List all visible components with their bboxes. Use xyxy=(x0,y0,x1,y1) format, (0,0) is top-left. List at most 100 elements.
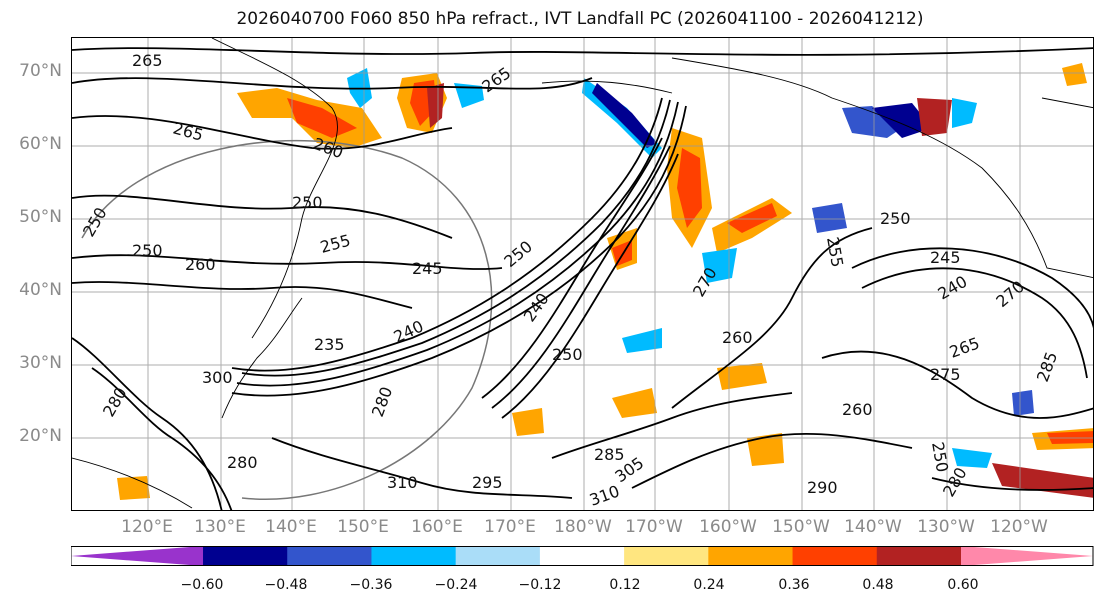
anomaly-patch xyxy=(727,203,777,233)
contour-label: 250 xyxy=(880,209,911,228)
colorbar-tick-label: 0.24 xyxy=(693,577,725,593)
contour-label: 310 xyxy=(387,473,418,492)
colorbar-tick-label: −0.48 xyxy=(264,577,308,593)
lon-label-120e: 120°E xyxy=(121,517,173,537)
contour-label: 250 xyxy=(928,440,952,473)
anomaly-patch xyxy=(812,203,847,233)
anomaly-patch xyxy=(454,83,484,108)
contour-label: 280 xyxy=(227,453,258,472)
contour-label: 300 xyxy=(202,368,233,387)
contour-label: 280 xyxy=(99,384,131,420)
lon-label-170e: 170°E xyxy=(484,517,536,537)
colorbar-bin xyxy=(960,546,1093,566)
lon-label-120w: 120°W xyxy=(990,517,1048,537)
contour-label: 290 xyxy=(807,478,838,497)
contour-label: 250 xyxy=(500,237,536,271)
contour-label: 260 xyxy=(185,255,216,274)
lat-label-70n: 70°N xyxy=(19,61,62,81)
colorbar-tick-label: −0.36 xyxy=(349,577,393,593)
colorbar-bin xyxy=(792,546,878,566)
graticule xyxy=(72,38,1093,510)
anomaly-patch xyxy=(512,408,544,436)
anomaly-patch xyxy=(952,98,977,128)
anomaly-patch xyxy=(872,103,932,138)
contour-label: 260 xyxy=(722,328,753,347)
landfall-region-outline xyxy=(81,139,493,500)
lat-label-50n: 50°N xyxy=(19,207,62,227)
anomaly-patch xyxy=(952,448,992,468)
colorbar-tick-label: 0.12 xyxy=(609,577,641,593)
anomaly-patch xyxy=(427,83,444,128)
colorbar-bin xyxy=(203,546,288,566)
contour-label: 260 xyxy=(842,400,873,419)
colorbar-bin xyxy=(624,546,709,566)
anomaly-patch xyxy=(1012,390,1034,416)
contour-label: 265 xyxy=(478,63,514,96)
contour-label: 240 xyxy=(520,289,553,325)
anomaly-patch xyxy=(842,106,902,138)
colorbar-bin xyxy=(708,546,794,566)
contour-label: 245 xyxy=(412,259,443,278)
contour-label: 310 xyxy=(587,481,622,509)
map-panel[interactable]: 265 265 260 265 250 260 250 255 245 250 … xyxy=(71,37,1094,511)
colorbar-bin xyxy=(539,546,625,566)
colorbar-bins xyxy=(71,546,1093,566)
colorbar-tick-label: 0.60 xyxy=(947,577,979,593)
contour-label: 285 xyxy=(1033,349,1061,384)
anomaly-patch xyxy=(1062,63,1087,86)
lon-label-140e: 140°E xyxy=(265,517,317,537)
contour-label: 275 xyxy=(930,365,961,384)
colorbar-tick-label: 0.36 xyxy=(778,577,810,593)
contour-label: 255 xyxy=(823,235,847,268)
contour-label: 240 xyxy=(935,272,971,304)
contour-label: 250 xyxy=(552,345,583,364)
lon-label-160w: 160°W xyxy=(699,517,757,537)
lon-label-170w: 170°W xyxy=(625,517,683,537)
contour-label: 285 xyxy=(594,445,625,464)
colorbar-tick-label: −0.60 xyxy=(180,577,224,593)
lon-label-130e: 130°E xyxy=(194,517,246,537)
lat-label-40n: 40°N xyxy=(19,280,62,300)
colorbar-tick-label: −0.12 xyxy=(518,577,562,593)
lat-label-30n: 30°N xyxy=(19,353,62,373)
lon-label-130w: 130°W xyxy=(917,517,975,537)
map-canvas: 265 265 260 265 250 260 250 255 245 250 … xyxy=(72,38,1093,510)
lon-label-150e: 150°E xyxy=(337,517,389,537)
contour-label: 245 xyxy=(930,248,961,267)
contour-label: 255 xyxy=(318,231,352,257)
map-title: 2026040700 F060 850 hPa refract., IVT La… xyxy=(236,9,924,29)
lat-label-20n: 20°N xyxy=(19,426,62,446)
refractivity-contours xyxy=(72,47,1093,510)
colorbar xyxy=(71,546,1094,566)
contour-label: 250 xyxy=(292,193,323,212)
anomaly-patch xyxy=(622,328,662,353)
contour-label: 265 xyxy=(171,119,205,145)
anomaly-patch xyxy=(612,388,657,418)
anomaly-patch xyxy=(992,463,1093,498)
colorbar-bin xyxy=(371,546,457,566)
anomaly-patch xyxy=(747,433,784,466)
lat-label-60n: 60°N xyxy=(19,134,62,154)
anomaly-patch xyxy=(677,148,702,228)
coastlines xyxy=(72,38,1093,509)
contour-label: 235 xyxy=(314,335,345,354)
contour-label: 280 xyxy=(368,384,396,419)
colorbar-tick-label: 0.48 xyxy=(862,577,894,593)
colorbar-outline xyxy=(71,546,1094,566)
anomaly-patch xyxy=(702,248,737,283)
anomaly-patch xyxy=(287,98,357,138)
contour-label: 265 xyxy=(132,51,163,70)
colorbar-bin xyxy=(71,546,204,566)
lon-label-160e: 160°E xyxy=(411,517,463,537)
anomaly-patch xyxy=(917,98,952,136)
colorbar-tick-label: −0.24 xyxy=(434,577,478,593)
colorbar-bin xyxy=(455,546,541,566)
contour-label: 240 xyxy=(391,316,427,346)
anomaly-patch xyxy=(117,476,150,500)
colorbar-bin xyxy=(287,546,372,566)
contour-label: 250 xyxy=(132,241,163,260)
contour-label: 295 xyxy=(472,473,503,492)
lon-label-180w: 180°W xyxy=(554,517,612,537)
colorbar-bin xyxy=(876,546,962,566)
contour-label: 265 xyxy=(947,333,982,361)
